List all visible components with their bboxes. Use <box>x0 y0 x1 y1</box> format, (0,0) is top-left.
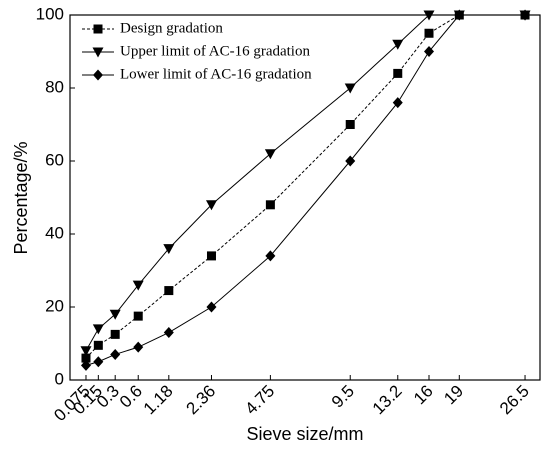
marker <box>110 329 120 339</box>
marker <box>423 10 435 21</box>
marker <box>345 155 356 167</box>
marker <box>80 346 92 357</box>
x-tick-label: 16 <box>410 381 437 408</box>
marker <box>520 9 531 21</box>
marker <box>163 244 175 255</box>
legend-label: Lower limit of AC-16 gradation <box>120 66 312 82</box>
legend-marker <box>92 47 104 58</box>
legend-marker <box>93 24 103 34</box>
marker <box>424 28 434 38</box>
x-tick-label: 9.5 <box>328 381 358 411</box>
marker <box>205 200 217 211</box>
marker <box>392 97 403 109</box>
x-tick-label: 2.36 <box>182 381 219 418</box>
marker <box>92 324 104 335</box>
marker <box>164 286 174 296</box>
marker <box>206 301 217 313</box>
marker <box>265 200 275 210</box>
marker <box>206 251 216 261</box>
y-tick-label: 0 <box>55 369 64 388</box>
y-axis-title: Percentage/% <box>11 141 31 254</box>
y-tick-label: 80 <box>45 77 64 96</box>
marker <box>93 356 104 368</box>
x-tick-label: 4.75 <box>241 381 278 418</box>
plot-frame <box>69 14 541 381</box>
marker <box>133 311 143 321</box>
marker <box>93 340 103 350</box>
legend-label: Design gradation <box>120 20 223 36</box>
marker <box>424 46 435 57</box>
x-tick-label: 1.18 <box>140 381 177 418</box>
marker <box>110 348 121 360</box>
marker <box>454 9 465 21</box>
marker <box>345 120 355 129</box>
y-tick-label: 100 <box>36 4 64 23</box>
marker <box>392 39 404 50</box>
x-tick-label: 19 <box>440 381 467 408</box>
y-tick-label: 20 <box>45 296 64 315</box>
marker <box>344 83 356 94</box>
series-line <box>85 14 526 359</box>
y-tick-label: 40 <box>45 223 64 242</box>
legend-marker <box>93 69 103 81</box>
marker <box>393 68 403 78</box>
marker <box>132 280 144 291</box>
y-tick-label: 60 <box>45 150 64 169</box>
marker <box>264 149 276 160</box>
x-tick-label: 26.5 <box>496 381 533 418</box>
x-tick-label: 13.2 <box>369 381 406 418</box>
marker <box>109 309 121 320</box>
marker <box>81 353 91 363</box>
marker <box>133 341 144 353</box>
marker <box>265 250 276 262</box>
x-axis-title: Sieve size/mm <box>246 424 363 444</box>
marker <box>80 359 91 371</box>
series-line <box>85 14 526 352</box>
legend-label: Upper limit of AC-16 gradation <box>120 43 310 59</box>
marker <box>163 327 174 339</box>
